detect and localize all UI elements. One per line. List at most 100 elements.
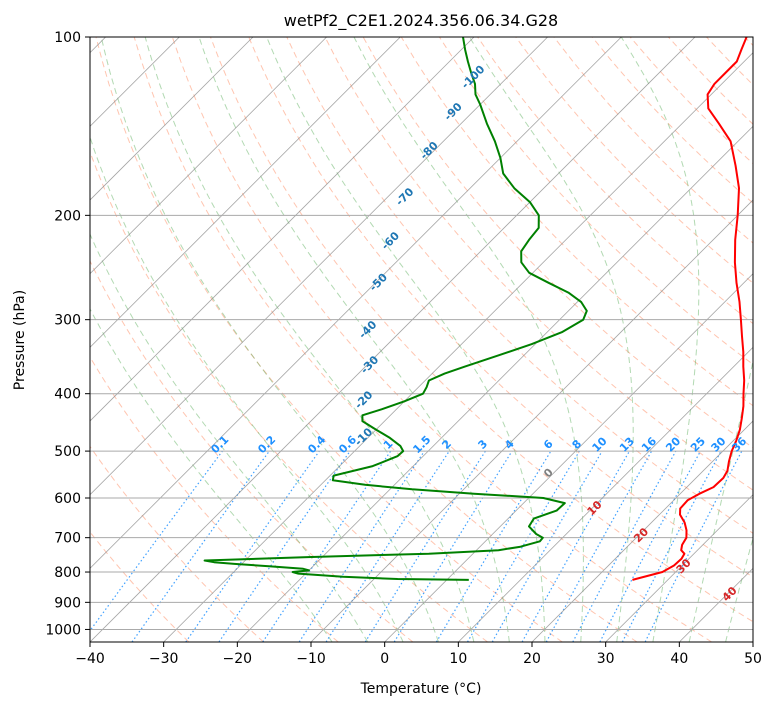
mixing-ratio-label: 2 [439, 437, 454, 452]
dry-adiabat [133, 37, 638, 642]
x-tick-label: −10 [296, 651, 326, 667]
y-tick-label: 600 [54, 491, 81, 507]
mixing-ratio-label: 8 [570, 437, 585, 452]
data-series [203, 37, 748, 581]
y-tick-label: 500 [54, 444, 81, 460]
moist-adiabat [90, 135, 404, 642]
mixing-ratio-line [262, 450, 392, 642]
y-tick-label: 700 [54, 531, 81, 547]
dry-adiabat-label: -50 [367, 270, 390, 293]
moist-adiabat [688, 358, 753, 642]
y-tick-label: 800 [54, 565, 81, 581]
moist-adiabat [198, 37, 510, 642]
moist-adiabat [353, 37, 584, 642]
axes: −40 −30 −20 −10 0 10 20 30 40 5010020030040050060… [45, 30, 762, 667]
mixing-ratio-line [599, 450, 702, 642]
mixing-ratio-label: 13 [617, 435, 637, 455]
moist-adiabat-label: 30 [674, 556, 694, 576]
background-lines [90, 37, 753, 642]
moist-adiabat [90, 308, 333, 642]
isotherm [90, 37, 548, 496]
mixing-ratio-label: 0.2 [255, 433, 278, 456]
dry-adiabat [171, 37, 712, 642]
y-tick-label: 1000 [45, 622, 81, 638]
dry-adiabat [95, 37, 563, 642]
y-tick-label: 200 [54, 208, 81, 224]
moist-adiabat [266, 37, 546, 642]
isotherm [90, 37, 401, 348]
moist-adiabat-label: 40 [720, 584, 740, 604]
mixing-ratio-line [435, 450, 552, 642]
dry-adiabat-label: -90 [442, 100, 465, 123]
x-tick-label: −20 [223, 651, 253, 667]
dry-adiabat [706, 37, 753, 86]
isotherm [90, 37, 622, 569]
mixing-ratio-label: 6 [541, 437, 556, 452]
y-tick-label: 100 [54, 30, 81, 46]
moist-adiabat [90, 232, 369, 642]
moist-adiabat [100, 37, 439, 642]
mixing-ratio-line [521, 450, 631, 642]
dry-adiabat-label: -70 [393, 185, 416, 208]
isotherm [90, 37, 254, 201]
dry-adiabat [324, 37, 753, 491]
isotherm [752, 641, 753, 642]
x-tick-label: 0 [380, 651, 389, 667]
x-tick-label: 30 [597, 651, 615, 667]
isotherm [90, 37, 475, 422]
dry-adiabat [90, 445, 264, 642]
dry-adiabat [210, 37, 753, 623]
moist-adiabat [725, 536, 753, 642]
isotherm [679, 567, 753, 642]
x-tick-label: 10 [449, 651, 467, 667]
moist-adiabat [620, 37, 700, 642]
isotherm [384, 273, 753, 642]
dewpoint-profile [203, 37, 588, 581]
x-axis-label: Temperature (°C) [360, 681, 482, 697]
mixing-ratio-label: 3 [476, 437, 491, 452]
mixing-ratio-line [325, 450, 450, 642]
y-tick-label: 900 [54, 595, 81, 611]
dry-adiabat-label: -20 [352, 388, 375, 411]
dry-adiabat [515, 37, 753, 284]
dry-adiabat [90, 356, 339, 642]
mixing-ratio-line [90, 450, 223, 632]
mixing-ratio-line [218, 450, 351, 642]
line-labels: 0.1 0.2 0.4 0.6 1 1.5 2 3 4 6 8 10 13 16 20 25 30 36-100-… [208, 63, 749, 605]
isotherm [237, 125, 753, 642]
isotherm [90, 37, 696, 642]
mixing-ratio-label: 25 [688, 435, 708, 455]
isotherm [605, 494, 753, 642]
isotherm [531, 420, 753, 642]
mixing-ratio-label: 1.5 [410, 433, 433, 456]
x-tick-label: 40 [670, 651, 688, 667]
dry-adiabat-label: -80 [418, 139, 441, 162]
isotherm [458, 346, 753, 642]
dry-adiabat-label: -40 [356, 318, 379, 341]
dry-adiabat [90, 150, 488, 642]
dry-adiabat [286, 37, 753, 534]
x-tick-label: −30 [149, 651, 179, 667]
mixing-ratio-line [545, 450, 653, 642]
x-tick-label: 20 [523, 651, 541, 667]
mixing-ratio-line [131, 450, 270, 642]
mixing-ratio-line [185, 450, 320, 642]
dry-adiabat-label: -60 [379, 229, 402, 252]
isotherm [163, 52, 753, 642]
dry-adiabat [90, 259, 414, 642]
x-tick-label: −40 [75, 651, 105, 667]
isotherm [90, 37, 327, 275]
dry-adiabat [591, 37, 753, 204]
chart-title: wetPf2_C2E1.2024.356.06.34.G28 [284, 11, 558, 31]
temperature-profile [632, 37, 748, 581]
x-tick-label: 50 [744, 651, 762, 667]
mixing-ratio-line [572, 450, 677, 642]
y-tick-label: 300 [54, 313, 81, 329]
mixing-ratio-line [644, 450, 743, 642]
y-axis-label: Pressure (hPa) [12, 290, 28, 390]
dry-adiabat [90, 531, 190, 642]
mixing-ratio-label: 0.1 [208, 433, 231, 456]
isotherm [310, 199, 753, 642]
moist-adiabat-label: 20 [631, 525, 651, 545]
